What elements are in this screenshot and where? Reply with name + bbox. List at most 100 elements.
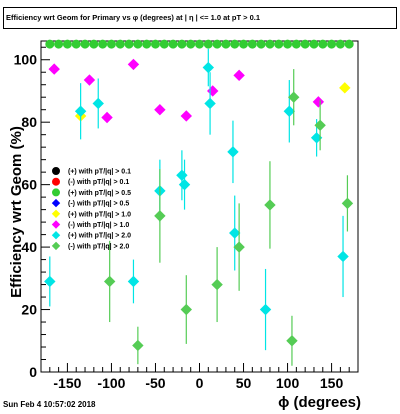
data-point [203,39,213,49]
data-point [45,39,55,49]
data-point [239,39,249,49]
legend-marker [51,241,61,251]
data-point [264,199,276,211]
data-point [233,241,245,253]
legend-marker [51,198,61,208]
data-point [176,169,188,181]
data-point [98,39,108,49]
x-tick-label: -50 [145,375,165,391]
data-point [127,275,140,288]
legend-marker [51,209,61,219]
data-point [177,39,187,49]
data-point [256,39,266,49]
data-point [314,119,326,132]
x-tick-label: -150 [53,375,81,391]
legend-marker [51,220,61,229]
data-point [168,39,178,49]
y-tick-label: 100 [14,52,38,68]
data-point [101,111,113,124]
data-point [89,39,99,49]
data-point [178,178,191,191]
legend-entry: (+) with pT/|q| > 0.1 [68,169,131,176]
data-point [204,97,216,110]
legend-marker [52,188,60,197]
data-point [337,250,349,263]
data-point [233,69,245,82]
data-point [312,96,325,108]
data-point [186,39,196,49]
data-point [230,39,240,49]
legend-marker [52,167,60,175]
y-tick-label: 80 [21,114,37,130]
data-point [207,85,219,97]
data-point [44,275,56,288]
data-point [221,39,231,49]
data-point [74,105,87,117]
x-tick-label: 50 [236,375,252,391]
data-point [195,39,204,49]
legend-entry: (-) with pT/|q| > 0.5 [68,201,129,208]
data-point [309,39,319,49]
x-axis-label: ϕ (degrees) [278,394,361,411]
y-tick-label: 0 [29,364,37,380]
data-point [180,303,192,316]
footer-date: Sun Feb 4 10:57:02 2018 [3,400,96,409]
legend: (+) with pT/|q| > 0.1 (-) with pT/|q| > 0… [51,167,131,251]
data-point [80,39,90,49]
data-point [259,303,272,316]
data-point [54,39,64,49]
y-tick-label: 40 [21,239,37,255]
x-tick-label: -100 [97,375,125,391]
data-point [154,210,166,222]
data-point [229,227,241,239]
data-point [318,39,328,49]
legend-entry: (+) with pT/|q| > 0.5 [68,190,131,197]
x-tick-label: 0 [196,375,204,391]
y-axis-label: Efficiency wrt Geom (%) [8,126,25,298]
legend-marker [51,230,61,240]
data-point [212,39,222,49]
data-point [274,39,284,49]
data-point [288,91,300,103]
x-tick-label: 150 [320,375,344,391]
data-point [150,39,160,49]
data-point [341,197,354,210]
data-point [227,146,239,158]
data-point [335,39,345,49]
legend-entry: (+) with pT/|q| > 2.0 [68,233,131,240]
data-point [83,74,96,86]
data-point [339,82,351,94]
data-point [247,39,257,49]
data-point [132,339,144,352]
data-point [142,39,152,49]
chart-title: Efficiency wrt Geom for Primary vs φ (de… [3,7,397,29]
data-point [327,39,337,49]
legend-entry: (-) with pT/|q| > 1.0 [68,222,129,229]
data-point [291,39,301,49]
legend-entry: (+) with pT/|q| > 1.0 [68,211,131,218]
data-point [202,61,215,74]
data-point [159,39,169,49]
data-point [265,39,275,49]
legend-entry: (-) with pT/|q| > 2.0 [68,243,129,250]
data-point [286,335,298,347]
data-point [211,278,223,291]
data-point [124,39,134,49]
data-point [283,39,293,49]
y-tick-label: 20 [21,302,37,318]
data-point [71,39,81,49]
data-point [344,39,354,49]
x-tick-label: 100 [276,375,300,391]
data-point [180,110,192,122]
legend-entry: (-) with pT/|q| > 0.1 [68,179,129,186]
data-point [300,39,310,49]
data-point [127,58,140,71]
data-point [154,103,166,116]
data-point [103,275,116,288]
legend-marker [52,177,60,186]
data-point [115,39,125,49]
data-point [62,39,72,49]
data-point [133,39,143,49]
y-tick-label: 60 [21,177,37,193]
